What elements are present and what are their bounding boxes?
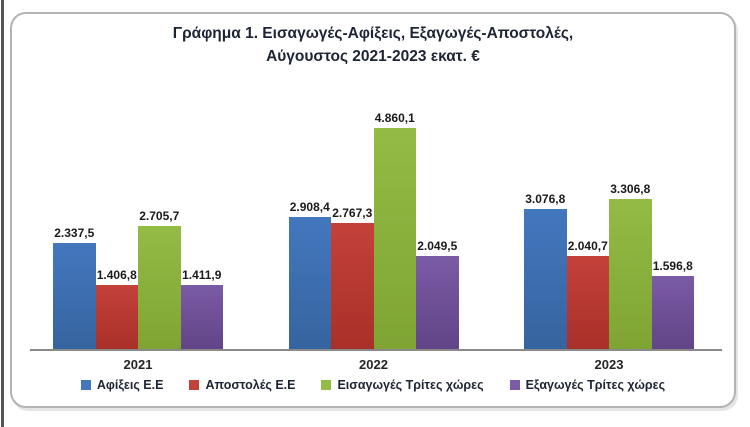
- bar-group-2021: 2.337,5 1.406,8 2.705,7 1.411,9: [53, 89, 223, 349]
- legend-label: Εξαγωγές Τρίτες χώρες: [525, 378, 666, 392]
- bar-value-label: 2.049,5: [417, 238, 458, 253]
- x-axis-label-2023: 2023: [594, 357, 624, 372]
- bar-value-label: 2.337,5: [54, 225, 95, 240]
- bar-imports-third-countries-2022: 4.860,1: [373, 111, 416, 349]
- bar-dispatches-eu-2022: 2.767,3: [331, 206, 374, 349]
- bar-arrivals-eu-2023: 3.076,8: [524, 192, 567, 349]
- bar-value-label: 3.076,8: [525, 192, 566, 206]
- bar-value-label: 4.860,1: [374, 110, 415, 125]
- bar-group-2022: 2.908,4 2.767,3 4.860,1 2.049,5: [288, 89, 459, 349]
- bar-exports-third-countries-2022: 2.049,5: [416, 239, 459, 349]
- legend: Αφίξεις Ε.Ε Αποστολές Ε.Ε Εισαγωγές Τρίτες…: [12, 378, 734, 392]
- plot-area: 2.337,5 1.406,8 2.705,7 1.411,9 2.908,4 2.767…: [30, 89, 722, 349]
- bar-arrivals-eu-2021: 2.337,5: [53, 226, 96, 349]
- chart-frame: Γράφημα 1. Εισαγωγές-Αφίξεις, Εξαγωγές-Α…: [10, 12, 736, 408]
- bar-imports-third-countries-2021: 2.705,7: [138, 209, 181, 349]
- x-axis-line: [30, 349, 722, 351]
- bar-value-label: 1.411,9: [182, 267, 222, 282]
- legend-label: Αποστολές Ε.Ε: [205, 378, 296, 392]
- legend-item-imports-third-countries: Εισαγωγές Τρίτες χώρες: [321, 378, 484, 392]
- legend-marker-icon: [509, 380, 520, 390]
- chart-title: Γράφημα 1. Εισαγωγές-Αφίξεις, Εξαγωγές-Α…: [12, 22, 734, 69]
- legend-item-exports-third-countries: Εξαγωγές Τρίτες χώρες: [509, 378, 666, 392]
- legend-label: Αφίξεις Ε.Ε: [96, 378, 164, 392]
- chart-title-line2: Αύγουστος 2021-2023 εκατ. €: [266, 48, 480, 66]
- page-left-border: [1, 0, 4, 427]
- bar-value-label: 2.705,7: [139, 208, 180, 223]
- bar-value-label: 2.908,4: [289, 199, 330, 214]
- legend-label: Εισαγωγές Τρίτες χώρες: [337, 378, 484, 392]
- bar-value-label: 2.040,7: [567, 239, 608, 254]
- legend-marker-icon: [189, 380, 200, 390]
- x-axis-label-2022: 2022: [359, 357, 388, 372]
- x-axis-labels: 2021 2022 2023: [30, 357, 722, 372]
- chart-title-line1: Γράφημα 1. Εισαγωγές-Αφίξεις, Εξαγωγές-Α…: [172, 25, 574, 42]
- bar-value-label: 2.767,3: [332, 206, 373, 221]
- bar-exports-third-countries-2021: 1.411,9: [180, 268, 223, 349]
- bar-group-2023: 3.076,8 2.040,7 3.306,8 1.596,8: [524, 89, 694, 349]
- bar-arrivals-eu-2022: 2.908,4: [288, 200, 331, 349]
- bar-imports-third-countries-2023: 3.306,8: [609, 182, 652, 349]
- legend-marker-icon: [80, 380, 91, 390]
- bar-value-label: 1.596,8: [652, 259, 693, 274]
- legend-item-dispatches-eu: Αποστολές Ε.Ε: [189, 378, 295, 392]
- bar-value-label: 3.306,8: [610, 181, 651, 196]
- bar-dispatches-eu-2023: 2.040,7: [566, 239, 609, 349]
- bar-dispatches-eu-2021: 1.406,8: [95, 268, 138, 349]
- x-axis-label-2021: 2021: [123, 357, 153, 372]
- legend-marker-icon: [321, 380, 332, 390]
- bar-value-label: 1.406,8: [96, 268, 137, 282]
- legend-item-arrivals-eu: Αφίξεις Ε.Ε: [80, 378, 164, 392]
- bar-exports-third-countries-2023: 1.596,8: [651, 259, 694, 349]
